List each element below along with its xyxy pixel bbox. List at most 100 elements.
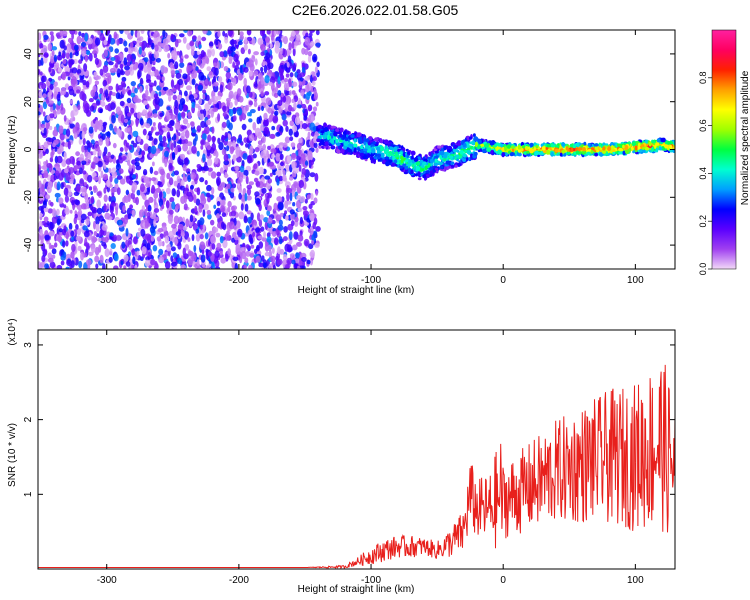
spectrogram-noise-point	[200, 138, 206, 146]
spectrogram-noise-point	[69, 30, 76, 35]
spectrogram-noise-point	[289, 120, 295, 127]
spectrogram-noise-point	[41, 184, 45, 193]
spectrogram-noise-point	[288, 176, 294, 181]
spectrogram-noise-point	[202, 89, 207, 94]
spectrogram-noise-point	[173, 215, 180, 225]
spectrogram-noise-point	[174, 38, 179, 48]
spectrogram-signal-point	[545, 149, 551, 155]
spectrogram-noise-point	[227, 81, 233, 91]
spectrogram-noise-point	[291, 161, 296, 169]
spectrogram-noise-point	[134, 87, 138, 94]
spectrogram-noise-point	[315, 147, 319, 153]
spectrogram-noise-point	[286, 244, 293, 253]
spectrogram-noise-point	[238, 192, 242, 200]
spectrogram-noise-point	[170, 114, 176, 121]
spectrogram-noise-point	[130, 30, 134, 36]
spectrogram-signal-point	[582, 147, 586, 152]
spectrogram-noise-point	[119, 63, 124, 69]
spectrogram-noise-point	[44, 249, 48, 256]
spectrogram-noise-point	[159, 242, 163, 246]
spectrogram-noise-point	[136, 136, 142, 143]
spectrogram-noise-point	[278, 175, 284, 182]
spectrogram-noise-point	[204, 161, 208, 171]
spectrogram-noise-point	[212, 107, 219, 113]
spectrogram-noise-point	[52, 109, 57, 115]
spectrogram-noise-point	[116, 38, 120, 46]
spectrogram-noise-point	[98, 175, 101, 185]
spectrogram-noise-point	[204, 103, 210, 111]
spectrogram-noise-point	[133, 236, 138, 245]
spectrogram-noise-point	[299, 72, 305, 78]
spectrogram-noise-point	[292, 47, 296, 57]
spectrogram-noise-point	[229, 146, 234, 155]
spectrogram-noise-point	[148, 196, 154, 203]
spectrogram-noise-point	[103, 187, 107, 194]
spectrogram-signal-point	[457, 140, 461, 144]
spectrogram-noise-point	[167, 216, 173, 225]
spectrogram-noise-point	[96, 207, 103, 215]
spectrogram-signal-point	[618, 147, 624, 152]
spectrogram-noise-point	[187, 30, 193, 37]
spectrogram-noise-point	[210, 187, 215, 195]
spectrogram-noise-point	[243, 66, 249, 73]
spectrogram-signal-point	[394, 153, 399, 158]
spectrogram-noise-point	[68, 222, 73, 231]
spectrogram-noise-point	[82, 100, 88, 109]
spectrogram-noise-point	[202, 153, 206, 163]
spectrogram-noise-point	[123, 216, 128, 225]
spectrogram-noise-point	[101, 224, 108, 231]
spectrogram-noise-point	[171, 261, 177, 267]
spectrogram-noise-point	[164, 235, 170, 244]
spectrogram-noise-point	[224, 171, 228, 179]
spectrogram-noise-point	[112, 142, 117, 149]
spectrogram-noise-point	[305, 92, 311, 100]
spectrogram-noise-point	[221, 181, 226, 188]
spectrogram-noise-point	[129, 103, 135, 110]
spectrogram-noise-point	[120, 80, 126, 88]
spectrogram-noise-point	[104, 89, 109, 98]
spectrogram-noise-point	[102, 79, 108, 87]
spectrogram-noise-point	[285, 125, 289, 132]
spectrogram-noise-point	[65, 266, 70, 269]
spectrogram-noise-point	[120, 114, 125, 124]
spectrogram-noise-point	[119, 30, 124, 34]
spectrogram-noise-point	[196, 187, 201, 196]
spectrogram-signal-point	[320, 130, 325, 134]
spectrogram-noise-point	[39, 71, 43, 76]
spectrogram-noise-point	[237, 228, 243, 238]
spectrogram-noise-point	[315, 101, 319, 107]
spectrogram-signal-point	[429, 158, 434, 164]
spectrogram-noise-point	[199, 217, 205, 226]
spectrogram-noise-point	[247, 216, 252, 224]
spectrogram-noise-point	[43, 216, 49, 222]
spectrogram-noise-point	[216, 171, 221, 177]
spectrogram-noise-point	[296, 241, 302, 247]
spectrogram-signal-point	[486, 147, 492, 153]
spectrogram-noise-point	[114, 177, 119, 185]
spectrogram-noise-point	[289, 136, 294, 142]
spectrogram-noise-point	[251, 37, 256, 46]
spectrogram-noise-point	[178, 78, 183, 86]
spectrogram-noise-point	[67, 76, 71, 81]
spectrogram-signal-point	[400, 158, 404, 164]
spectrogram-noise-point	[180, 132, 185, 140]
spectrogram-noise-point	[38, 233, 41, 242]
spectrogram-noise-point	[103, 164, 107, 170]
spectrogram-signal-point	[459, 151, 464, 155]
spectrogram-noise-point	[182, 143, 189, 152]
spectrogram-signal-point	[520, 148, 524, 152]
spectrogram-signal-point	[410, 150, 416, 156]
spectrogram-noise-point	[204, 232, 209, 240]
spectrogram-noise-point	[90, 89, 96, 98]
spectrogram-noise-point	[90, 139, 95, 145]
spectrogram-noise-point	[184, 54, 189, 59]
spectrogram-noise-point	[258, 166, 264, 175]
spectrogram-noise-point	[261, 105, 264, 112]
spectrogram-signal-point	[340, 148, 345, 154]
spectrogram-noise-point	[72, 107, 79, 116]
spectrogram-noise-point	[274, 40, 281, 50]
spectrogram-noise-point	[223, 153, 229, 162]
spectrogram-noise-point	[239, 35, 244, 40]
spectrogram-noise-point	[60, 255, 66, 261]
spectrogram-noise-point	[252, 153, 257, 159]
